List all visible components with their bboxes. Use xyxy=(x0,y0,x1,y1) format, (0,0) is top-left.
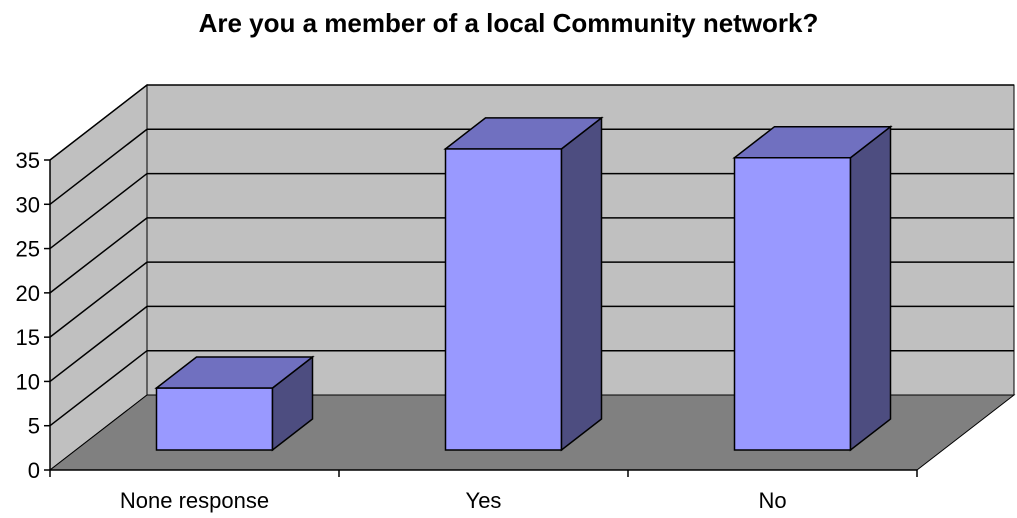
bar-top xyxy=(154,356,315,389)
y-tick-label: 30 xyxy=(16,192,40,217)
gridline xyxy=(49,172,1014,250)
x-tick-label: None response xyxy=(120,488,269,513)
gridline xyxy=(49,305,1014,383)
y-tick-label: 10 xyxy=(16,369,40,394)
gridline xyxy=(49,128,1014,205)
y-tick-label: 20 xyxy=(16,281,40,306)
bar-top xyxy=(443,117,604,150)
gridline xyxy=(49,84,1014,161)
bar xyxy=(732,125,893,452)
bar-front xyxy=(155,387,274,451)
x-tick-label: Yes xyxy=(466,488,502,513)
gridline xyxy=(49,349,1014,427)
axes xyxy=(44,159,918,477)
y-tick-label: 5 xyxy=(28,414,40,439)
y-tick-label: 0 xyxy=(28,458,40,483)
bar-side xyxy=(849,125,892,452)
x-tick-labels: None response Yes No xyxy=(120,488,787,513)
y-tick-label: 25 xyxy=(16,237,40,262)
y-tick-label: 35 xyxy=(16,148,40,173)
gridline xyxy=(49,217,1014,294)
gridlines xyxy=(49,84,1014,427)
y-tick-label: 15 xyxy=(16,325,40,350)
bar xyxy=(154,355,315,452)
bar-side xyxy=(560,116,603,452)
bar-top xyxy=(732,125,893,159)
bars xyxy=(154,116,893,452)
gridline xyxy=(49,261,1014,338)
bar-front xyxy=(444,148,563,451)
x-tick-label: No xyxy=(758,488,786,513)
bar xyxy=(443,116,604,452)
chart-title: Are you a member of a local Community ne… xyxy=(198,8,819,38)
bar-front xyxy=(733,156,852,451)
y-tick-labels: 0 5 10 15 20 25 30 35 xyxy=(16,148,40,483)
